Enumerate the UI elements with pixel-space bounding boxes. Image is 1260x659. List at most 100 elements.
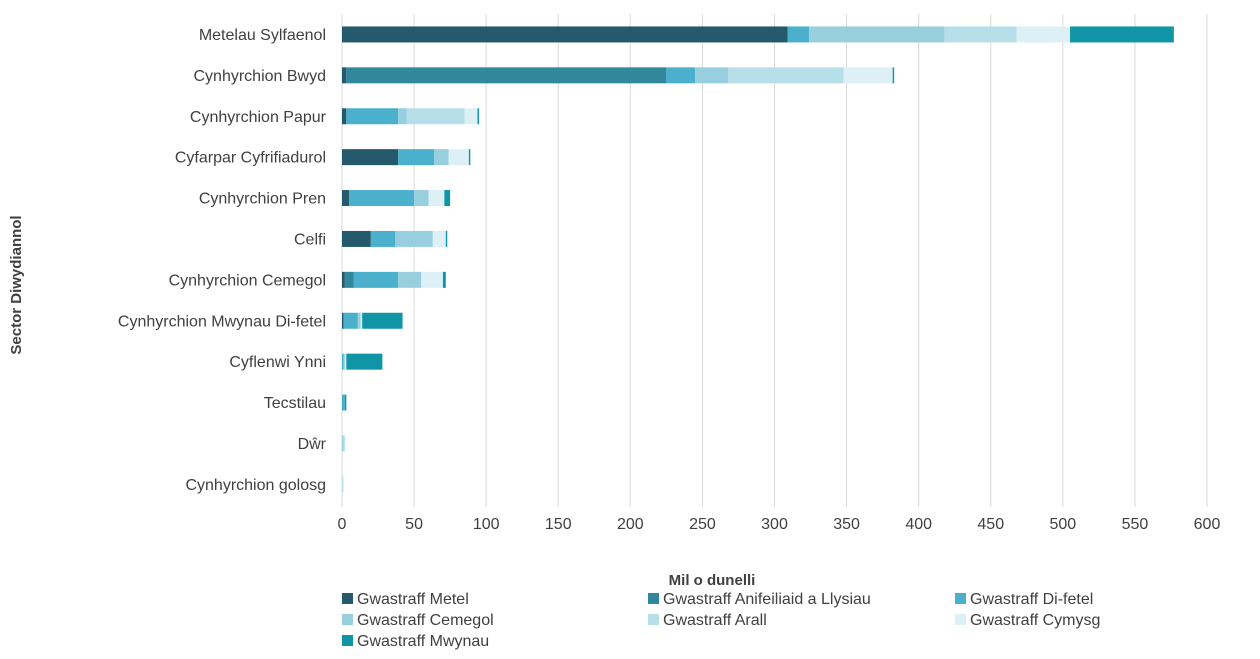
- legend-swatch: [955, 593, 966, 604]
- bar-segment: [346, 353, 383, 370]
- bar-segment: [342, 149, 399, 166]
- legend-swatch: [342, 593, 353, 604]
- bar-segment: [342, 67, 347, 84]
- bar-segment: [342, 230, 371, 247]
- legend-label: Gwastraff Anifeiliaid a Llysiau: [663, 591, 871, 608]
- category-label: Cynhyrchion Mwynau Di-fetel: [118, 313, 326, 330]
- x-tick-label: 450: [977, 516, 1004, 533]
- bar-segment: [843, 67, 893, 84]
- bar-segment: [432, 230, 446, 247]
- bar-segment: [695, 67, 729, 84]
- category-label: Cynhyrchion Pren: [199, 191, 326, 208]
- bar-segment: [406, 108, 465, 125]
- legend-label: Gwastraff Mwynau: [357, 633, 489, 650]
- legend-item: Gwastraff Cemegol: [342, 612, 494, 629]
- bar-segment: [414, 190, 429, 207]
- category-labels: Metelau Sylfaenol Cynhyrchion Bwyd Cynhyrc…: [118, 27, 327, 494]
- bar-segment: [343, 312, 358, 329]
- bar-segment: [344, 271, 354, 288]
- x-tick-labels: 0 50 100 150 200 250 300 350 400 450 500 550 600: [338, 516, 1221, 533]
- x-tick-label: 550: [1122, 516, 1149, 533]
- bar-segment: [477, 108, 479, 125]
- x-tick-label: 300: [761, 516, 788, 533]
- x-tick-label: 400: [905, 516, 932, 533]
- bar-segment: [342, 190, 350, 207]
- bar-segment: [442, 271, 446, 288]
- x-tick-label: 0: [338, 516, 347, 533]
- bar-segment: [346, 108, 399, 125]
- x-tick-label: 150: [545, 516, 572, 533]
- bar-segment: [395, 230, 433, 247]
- bar-segment: [398, 271, 422, 288]
- category-label: Cynhyrchion Papur: [190, 109, 327, 126]
- legend-swatch: [342, 635, 353, 646]
- legend-swatch: [955, 614, 966, 625]
- grid-layer: [341, 14, 1208, 507]
- category-label: Celfi: [294, 231, 326, 248]
- bar-segment: [360, 312, 363, 329]
- category-label: Tecstilau: [264, 395, 326, 412]
- category-label: Cynhyrchion Bwyd: [194, 68, 327, 85]
- legend-label: Gwastraff Di-fetel: [970, 591, 1093, 608]
- bar-segment: [892, 67, 895, 84]
- bar-segment: [464, 108, 478, 125]
- bar-segment: [346, 67, 667, 84]
- legend-label: Gwastraff Metel: [357, 591, 469, 608]
- legend-item: Gwastraff Anifeiliaid a Llysiau: [648, 591, 871, 608]
- bar-segment: [342, 108, 347, 125]
- x-tick-label: 250: [689, 516, 716, 533]
- bar-segment: [468, 149, 471, 166]
- legend-swatch: [648, 614, 659, 625]
- bar-segment: [342, 394, 345, 411]
- bar-segment: [728, 67, 844, 84]
- bar-segment: [344, 353, 347, 370]
- bar-segment: [342, 271, 345, 288]
- legend-item: Gwastraff Di-fetel: [955, 591, 1093, 608]
- bar-segment: [434, 149, 449, 166]
- bar-segment: [1070, 26, 1174, 43]
- legend: Gwastraff Metel Gwastraff Anifeiliaid a L…: [342, 591, 1100, 650]
- category-label: Cyflenwi Ynni: [229, 354, 326, 371]
- bar-segment: [445, 230, 448, 247]
- y-axis-title: Sector Diwydiannol: [8, 215, 25, 354]
- bar-segment: [343, 353, 345, 370]
- legend-swatch: [648, 593, 659, 604]
- bar-segment: [344, 394, 347, 411]
- bar-segment: [343, 435, 345, 452]
- x-tick-label: 50: [405, 516, 423, 533]
- bar-segment: [342, 353, 344, 370]
- category-label: Cynhyrchion Cemegol: [169, 272, 326, 289]
- legend-label: Gwastraff Cymysg: [970, 612, 1100, 629]
- legend-label: Gwastraff Cemegol: [357, 612, 494, 629]
- category-label: Metelau Sylfaenol: [199, 27, 326, 44]
- legend-item: Gwastraff Mwynau: [342, 633, 489, 650]
- category-label: Cynhyrchion golosg: [185, 477, 326, 494]
- bar-segment: [342, 26, 788, 43]
- x-tick-label: 350: [833, 516, 860, 533]
- bar-segment: [421, 271, 443, 288]
- x-tick-label: 100: [473, 516, 500, 533]
- bar-segment: [357, 312, 361, 329]
- legend-item: Gwastraff Metel: [342, 591, 469, 608]
- legend-item: Gwastraff Cymysg: [955, 612, 1100, 629]
- bar-segment: [809, 26, 945, 43]
- bar-segment: [944, 26, 1017, 43]
- legend-item: Gwastraff Arall: [648, 612, 767, 629]
- bar-segment: [362, 312, 403, 329]
- bar-segment: [342, 476, 344, 493]
- bars-layer: [342, 26, 1174, 493]
- bar-segment: [666, 67, 696, 84]
- bar-segment: [1016, 26, 1071, 43]
- x-tick-label: 600: [1194, 516, 1221, 533]
- x-axis-title: Mil o dunelli: [669, 572, 756, 589]
- bar-segment: [398, 108, 407, 125]
- bar-segment: [428, 190, 445, 207]
- bar-segment: [342, 312, 344, 329]
- bar-segment: [444, 190, 451, 207]
- bar-segment: [787, 26, 810, 43]
- x-tick-label: 200: [617, 516, 644, 533]
- legend-label: Gwastraff Arall: [663, 612, 767, 629]
- x-tick-label: 500: [1049, 516, 1076, 533]
